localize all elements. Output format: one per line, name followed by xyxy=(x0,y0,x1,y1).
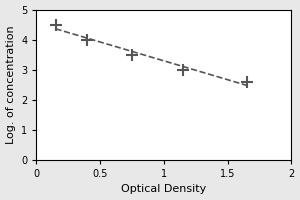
Y-axis label: Log. of concentration: Log. of concentration xyxy=(6,25,16,144)
X-axis label: Optical Density: Optical Density xyxy=(121,184,206,194)
